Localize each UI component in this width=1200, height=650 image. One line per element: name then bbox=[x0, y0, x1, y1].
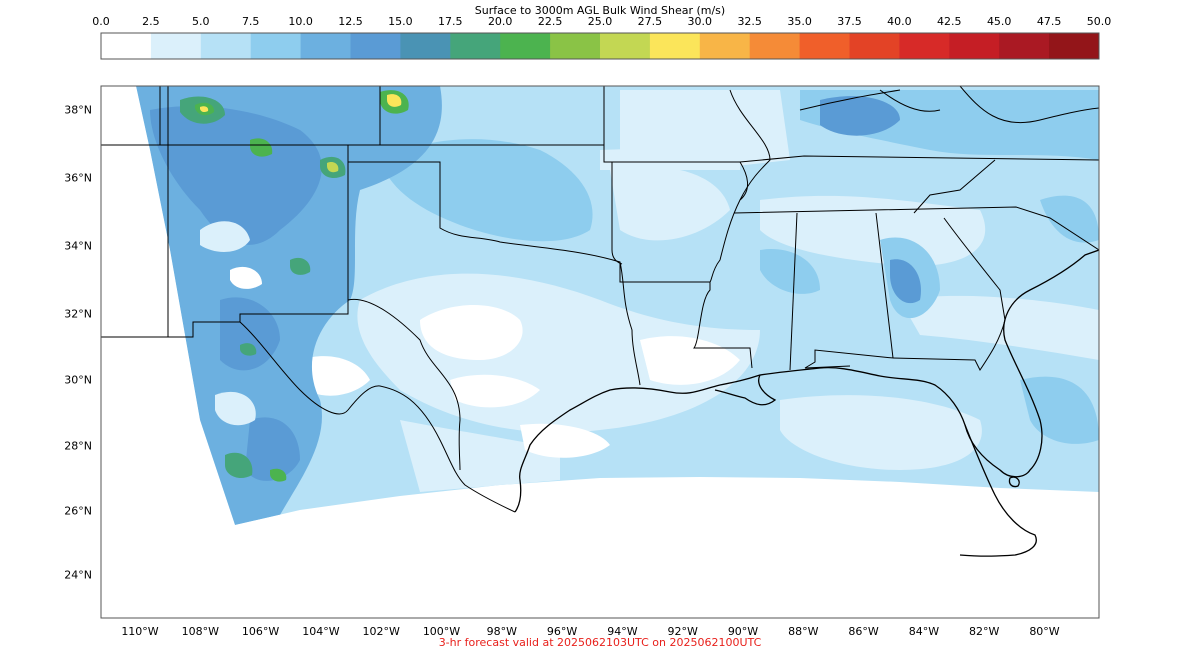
longitude-label: 100°W bbox=[422, 625, 461, 638]
colorbar-swatch bbox=[101, 33, 152, 59]
colorbar-tick-label: 22.5 bbox=[537, 15, 563, 28]
colorbar-tick-label: 0.0 bbox=[92, 15, 110, 28]
state-borders bbox=[101, 86, 1099, 513]
colorbar-swatch bbox=[600, 33, 651, 59]
colorbar-swatch bbox=[849, 33, 900, 59]
colorbar-tick-label: 47.5 bbox=[1036, 15, 1062, 28]
latitude-label: 32°N bbox=[64, 307, 92, 321]
colorbar-tick-label: 20.0 bbox=[487, 15, 513, 28]
longitude-label: 96°W bbox=[546, 625, 578, 638]
colorbar-tick-label: 7.5 bbox=[241, 15, 260, 28]
colorbar-swatch bbox=[949, 33, 1000, 59]
longitude-label: 82°W bbox=[969, 625, 1000, 638]
colorbar-swatch bbox=[500, 33, 551, 59]
colorbar-tick-label: 37.5 bbox=[837, 15, 862, 28]
colorbar-tick-label: 30.0 bbox=[687, 15, 713, 28]
longitude-label: 88°W bbox=[788, 625, 819, 638]
longitude-label: 86°W bbox=[848, 625, 879, 638]
coastline bbox=[514, 249, 1099, 557]
colorbar-tick-label: 25.0 bbox=[587, 15, 613, 28]
longitude-label: 104°W bbox=[302, 625, 340, 638]
latitude-label: 38°N bbox=[64, 103, 92, 117]
colorbar-swatch bbox=[749, 33, 801, 59]
latitude-label: 24°N bbox=[64, 568, 92, 582]
colorbar-swatch bbox=[250, 33, 302, 59]
colorbar-tick-label: 5.0 bbox=[192, 15, 210, 28]
colorbar-tick-label: 32.5 bbox=[737, 15, 762, 28]
colorbar-tick-label: 50.0 bbox=[1086, 15, 1112, 28]
colorbar-tick-label: 45.0 bbox=[986, 15, 1012, 28]
colorbar-swatch bbox=[450, 33, 501, 59]
latitude-label: 34°N bbox=[64, 239, 92, 253]
colorbar-swatch bbox=[300, 33, 351, 59]
longitude-label: 94°W bbox=[607, 625, 638, 638]
colorbar-frame bbox=[100, 32, 1100, 60]
colorbar-tick-label: 12.5 bbox=[338, 15, 363, 28]
longitude-label: 84°W bbox=[908, 625, 940, 638]
colorbar-swatch bbox=[550, 33, 601, 59]
colorbar-tick-label: 15.0 bbox=[388, 15, 413, 28]
colorbar-tick-label: 42.5 bbox=[937, 15, 962, 28]
longitude-label: 90°W bbox=[727, 625, 759, 638]
longitude-label: 80°W bbox=[1029, 625, 1060, 638]
colorbar-swatch bbox=[200, 33, 252, 59]
forecast-valid-caption: 3-hr forecast valid at 2025062103UTC on … bbox=[438, 636, 762, 649]
latitude-label: 26°N bbox=[64, 504, 92, 518]
longitude-label: 92°W bbox=[667, 625, 698, 638]
colorbar-swatch bbox=[999, 33, 1050, 59]
colorbar-title: Surface to 3000m AGL Bulk Wind Shear (m/… bbox=[474, 4, 726, 17]
colorbar-tick-label: 40.0 bbox=[887, 15, 912, 28]
colorbar-tick-label: 10.0 bbox=[288, 15, 313, 28]
colorbar-swatch bbox=[350, 33, 401, 59]
colorbar-swatch bbox=[400, 33, 451, 59]
latitude-label: 30°N bbox=[64, 373, 92, 387]
colorbar-swatch bbox=[699, 33, 751, 59]
colorbar-swatch bbox=[150, 33, 202, 59]
longitude-label: 110°W bbox=[121, 625, 159, 638]
latitude-label: 28°N bbox=[64, 439, 92, 453]
map-frame bbox=[100, 85, 1100, 619]
latitude-label: 36°N bbox=[64, 171, 92, 185]
longitude-label: 108°W bbox=[181, 625, 219, 638]
colorbar-tick-label: 17.5 bbox=[438, 15, 463, 28]
colorbar-tick-label: 2.5 bbox=[142, 15, 160, 28]
colorbar-swatch bbox=[899, 33, 950, 59]
colorbar bbox=[101, 33, 1100, 59]
colorbar-swatch bbox=[1049, 33, 1100, 59]
longitude-label: 98°W bbox=[486, 625, 517, 638]
colorbar-tick-label: 35.0 bbox=[787, 15, 812, 28]
shear-field bbox=[136, 86, 1099, 525]
colorbar-tick-label: 27.5 bbox=[637, 15, 663, 28]
longitude-label: 106°W bbox=[241, 625, 280, 638]
colorbar-swatch bbox=[649, 33, 701, 59]
colorbar-swatch bbox=[799, 33, 850, 59]
longitude-label: 102°W bbox=[362, 625, 400, 638]
